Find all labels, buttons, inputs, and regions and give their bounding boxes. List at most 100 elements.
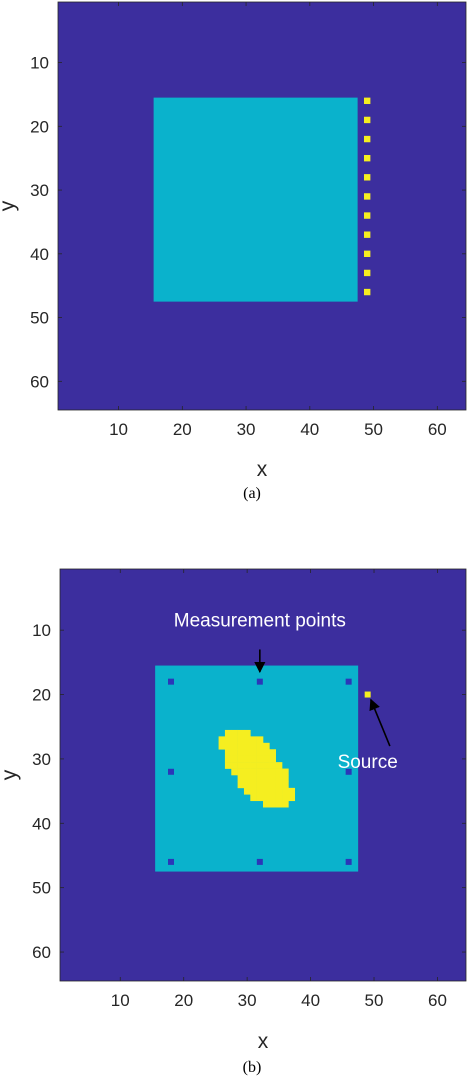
inclusion-pixel [243, 775, 251, 782]
inclusion-pixel [237, 762, 245, 769]
inclusion-pixel [250, 775, 257, 782]
inclusion-pixel [224, 742, 232, 750]
inclusion-pixel [269, 787, 276, 795]
x-tick-label: 10 [111, 991, 130, 1010]
inclusion-pixel [275, 762, 283, 769]
inclusion-pixel [224, 729, 232, 737]
x-tick-label: 40 [301, 991, 320, 1010]
measurement-point [168, 858, 175, 865]
inclusion-pixel [256, 768, 264, 776]
y-tick-label: 50 [30, 309, 49, 328]
x-tick-label: 30 [237, 420, 256, 439]
source-point [363, 154, 371, 162]
inclusion-pixel [263, 755, 270, 763]
inclusion-pixel [269, 768, 276, 776]
chart-panel-b: Measurement points Source 10 20 30 40 50 60 10 20… [0, 560, 474, 1079]
y-tick-label: 60 [30, 372, 49, 391]
source-point [363, 288, 371, 296]
source-point [363, 97, 371, 105]
x-tick-label: 20 [173, 420, 192, 439]
source-point [363, 269, 371, 277]
source-point [363, 174, 371, 181]
inclusion-pixel [224, 762, 232, 769]
x-tick-label: 50 [364, 420, 383, 439]
inclusion-pixel [282, 768, 289, 776]
measurement-point [345, 768, 352, 775]
x-axis-label: x [258, 1030, 269, 1053]
inclusion-pixel [275, 794, 283, 802]
inclusion-pixel [237, 729, 245, 737]
inclusion-pixel [282, 781, 289, 789]
inclusion-pixel [250, 742, 257, 750]
inclusion-pixel [269, 800, 276, 808]
inclusion-pixel [243, 781, 251, 789]
inclusion-pixel [250, 768, 257, 776]
inclusion-pixel [269, 762, 276, 769]
x-tick-label: 60 [428, 420, 447, 439]
y-axis-label: y [0, 769, 21, 780]
source-label: Source [338, 752, 398, 773]
inclusion-pixel [250, 781, 257, 789]
source-arrow [369, 698, 391, 747]
inclusion-pixel [243, 736, 251, 744]
inclusion-pixel [282, 787, 289, 795]
inclusion-pixel [231, 736, 238, 744]
inclusion-pixel [256, 787, 264, 795]
inclusion-pixel [237, 755, 245, 763]
inclusion-pixel [263, 749, 270, 756]
inclusion-pixel [282, 775, 289, 782]
inclusion-pixel [243, 768, 251, 776]
object-region [153, 97, 358, 302]
inclusion-pixel [224, 755, 232, 763]
x-tick-label: 20 [174, 991, 193, 1010]
source-point [363, 250, 371, 258]
inclusion-pixel [250, 736, 257, 744]
x-tick-label: 10 [109, 420, 128, 439]
inclusion-pixel [263, 742, 270, 750]
inclusion-pixel [256, 794, 264, 802]
axes-box [59, 568, 467, 982]
source-point [363, 231, 371, 238]
inclusion-pixel [250, 755, 257, 763]
measurement-point [168, 768, 175, 775]
inclusion-pixel [237, 749, 245, 756]
measurement-point [168, 678, 175, 685]
inclusion-pixel [269, 775, 276, 782]
inclusion-pixel [218, 736, 226, 744]
measurement-point [256, 858, 263, 865]
inclusion-pixel [231, 755, 238, 763]
inclusion-pixel [243, 729, 251, 737]
inclusion-pixel [250, 749, 257, 756]
source-point [363, 135, 371, 143]
inclusion-pixel [263, 781, 270, 789]
y-tick-label: 20 [30, 117, 49, 136]
inclusion-pixel [250, 794, 257, 802]
measurement-point [345, 678, 352, 685]
inclusion-pixel [256, 781, 264, 789]
inclusion-pixel [269, 749, 276, 756]
inclusion-region [218, 729, 296, 808]
inclusion-pixel [275, 787, 283, 795]
inclusion-pixel [256, 762, 264, 769]
inclusion-pixel [256, 755, 264, 763]
source-point [363, 193, 371, 200]
inclusion-pixel [256, 736, 264, 744]
y-tick-label: 30 [32, 750, 51, 769]
inclusion-pixel [237, 768, 245, 776]
inclusion-pixel [288, 794, 296, 802]
inclusion-pixel [237, 775, 245, 782]
chart-svg-a: 10 20 30 40 50 60 10 20 30 40 50 60 x y (a) [0, 1, 467, 502]
inclusion-pixel [263, 775, 270, 782]
y-tick-label: 50 [32, 879, 51, 898]
x-tick-label: 50 [365, 991, 384, 1010]
measurement-point [345, 858, 352, 865]
inclusion-pixel [256, 775, 264, 782]
inclusion-pixel [275, 768, 283, 776]
inclusion-pixel [288, 787, 296, 795]
y-axis-label: y [0, 200, 19, 211]
y-tick-label: 30 [30, 181, 49, 200]
inclusion-pixel [275, 775, 283, 782]
inclusion-pixel [224, 749, 232, 756]
inclusion-pixel [243, 787, 251, 795]
inclusion-pixel [237, 781, 245, 789]
